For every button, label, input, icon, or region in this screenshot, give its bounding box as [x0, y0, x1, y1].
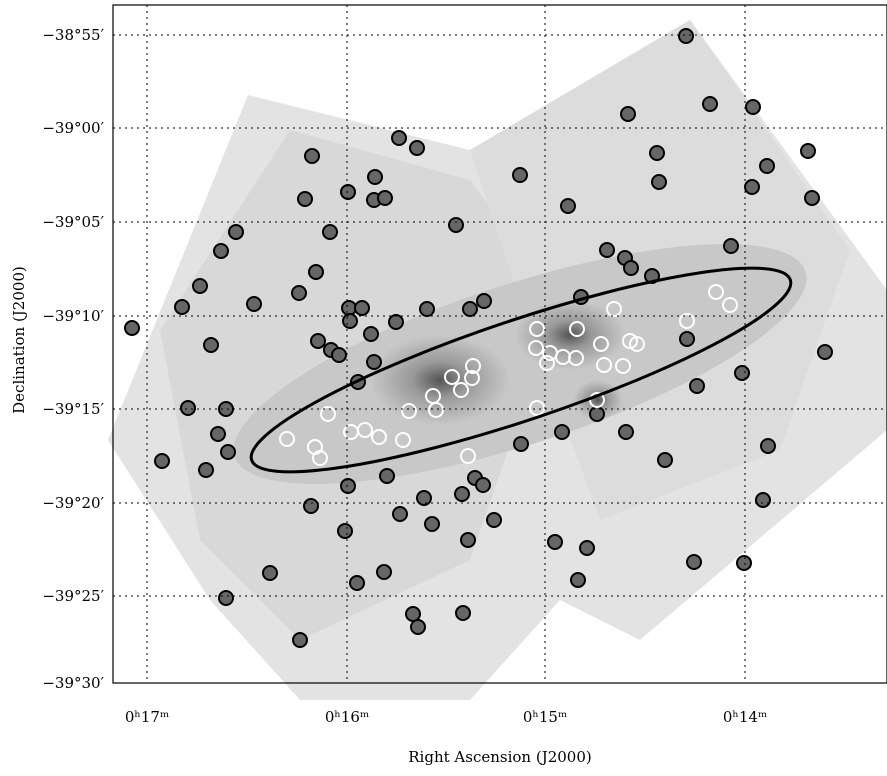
- source-marker: [305, 149, 319, 163]
- x-axis-label: Right Ascension (J2000): [408, 748, 591, 766]
- source-marker: [703, 97, 717, 111]
- source-marker: [463, 302, 477, 316]
- source-marker: [425, 517, 439, 531]
- source-marker: [263, 566, 277, 580]
- x-tick-label: 0ʰ15ᵐ: [523, 708, 567, 726]
- source-marker: [449, 218, 463, 232]
- y-tick-label: −39°00′: [42, 119, 104, 137]
- source-marker: [745, 180, 759, 194]
- source-marker: [229, 225, 243, 239]
- source-marker: [737, 556, 751, 570]
- source-marker: [293, 633, 307, 647]
- source-marker: [364, 327, 378, 341]
- source-marker: [679, 29, 693, 43]
- source-marker: [818, 345, 832, 359]
- x-tick-label: 0ʰ16ᵐ: [325, 708, 369, 726]
- source-marker: [680, 332, 694, 346]
- source-marker: [311, 334, 325, 348]
- source-marker: [221, 445, 235, 459]
- source-marker: [341, 185, 355, 199]
- x-tick-label: 0ʰ17ᵐ: [125, 708, 169, 726]
- source-marker: [341, 479, 355, 493]
- source-marker: [580, 541, 594, 555]
- source-marker: [600, 243, 614, 257]
- source-marker: [746, 100, 760, 114]
- source-marker: [487, 513, 501, 527]
- source-marker: [690, 379, 704, 393]
- source-marker: [298, 192, 312, 206]
- source-marker: [392, 131, 406, 145]
- source-marker: [342, 301, 356, 315]
- source-marker: [513, 168, 527, 182]
- source-marker: [338, 524, 352, 538]
- source-marker: [125, 321, 139, 335]
- source-marker: [590, 407, 604, 421]
- source-marker: [760, 159, 774, 173]
- source-marker: [477, 294, 491, 308]
- source-marker: [350, 576, 364, 590]
- source-marker: [571, 573, 585, 587]
- y-tick-label: −39°25′: [42, 587, 104, 605]
- source-marker: [621, 107, 635, 121]
- source-marker: [309, 265, 323, 279]
- x-tick-label: 0ʰ14ᵐ: [723, 708, 767, 726]
- source-marker: [181, 401, 195, 415]
- source-marker: [461, 533, 475, 547]
- source-marker: [247, 297, 261, 311]
- source-marker: [687, 555, 701, 569]
- y-tick-label: −39°05′: [42, 213, 104, 231]
- source-marker: [367, 355, 381, 369]
- source-marker: [175, 300, 189, 314]
- source-marker: [332, 348, 346, 362]
- figure: Right Ascension (J2000) Declination (J20…: [0, 0, 887, 772]
- y-tick-label: −38°55′: [42, 26, 104, 44]
- source-marker: [652, 175, 666, 189]
- source-marker: [624, 261, 638, 275]
- source-marker: [805, 191, 819, 205]
- source-marker: [561, 199, 575, 213]
- source-marker: [411, 620, 425, 634]
- y-tick-label: −39°10′: [42, 307, 104, 325]
- source-marker: [378, 191, 392, 205]
- source-marker: [548, 535, 562, 549]
- y-tick-label: −39°20′: [42, 494, 104, 512]
- source-marker: [658, 453, 672, 467]
- source-marker: [456, 606, 470, 620]
- y-axis-label: Declination (J2000): [10, 266, 28, 414]
- source-marker: [323, 225, 337, 239]
- source-marker: [410, 141, 424, 155]
- source-marker: [377, 565, 391, 579]
- source-marker: [214, 244, 228, 258]
- source-marker: [380, 469, 394, 483]
- source-marker: [455, 487, 469, 501]
- source-marker: [801, 144, 815, 158]
- y-tick-label: −39°15′: [42, 400, 104, 418]
- source-marker: [406, 607, 420, 621]
- source-marker: [219, 591, 233, 605]
- source-marker: [650, 146, 664, 160]
- source-marker: [155, 454, 169, 468]
- source-marker: [735, 366, 749, 380]
- source-marker: [476, 478, 490, 492]
- source-marker: [555, 425, 569, 439]
- source-marker: [420, 302, 434, 316]
- source-marker: [368, 170, 382, 184]
- source-marker: [211, 427, 225, 441]
- source-marker: [292, 286, 306, 300]
- source-marker: [355, 301, 369, 315]
- source-marker: [724, 239, 738, 253]
- source-marker: [761, 439, 775, 453]
- source-marker: [193, 279, 207, 293]
- source-marker: [393, 507, 407, 521]
- source-marker: [199, 463, 213, 477]
- source-marker: [389, 315, 403, 329]
- source-marker: [619, 425, 633, 439]
- source-marker: [204, 338, 218, 352]
- source-marker: [514, 437, 528, 451]
- source-marker: [756, 493, 770, 507]
- y-tick-label: −39°30′: [42, 674, 104, 692]
- source-marker: [304, 499, 318, 513]
